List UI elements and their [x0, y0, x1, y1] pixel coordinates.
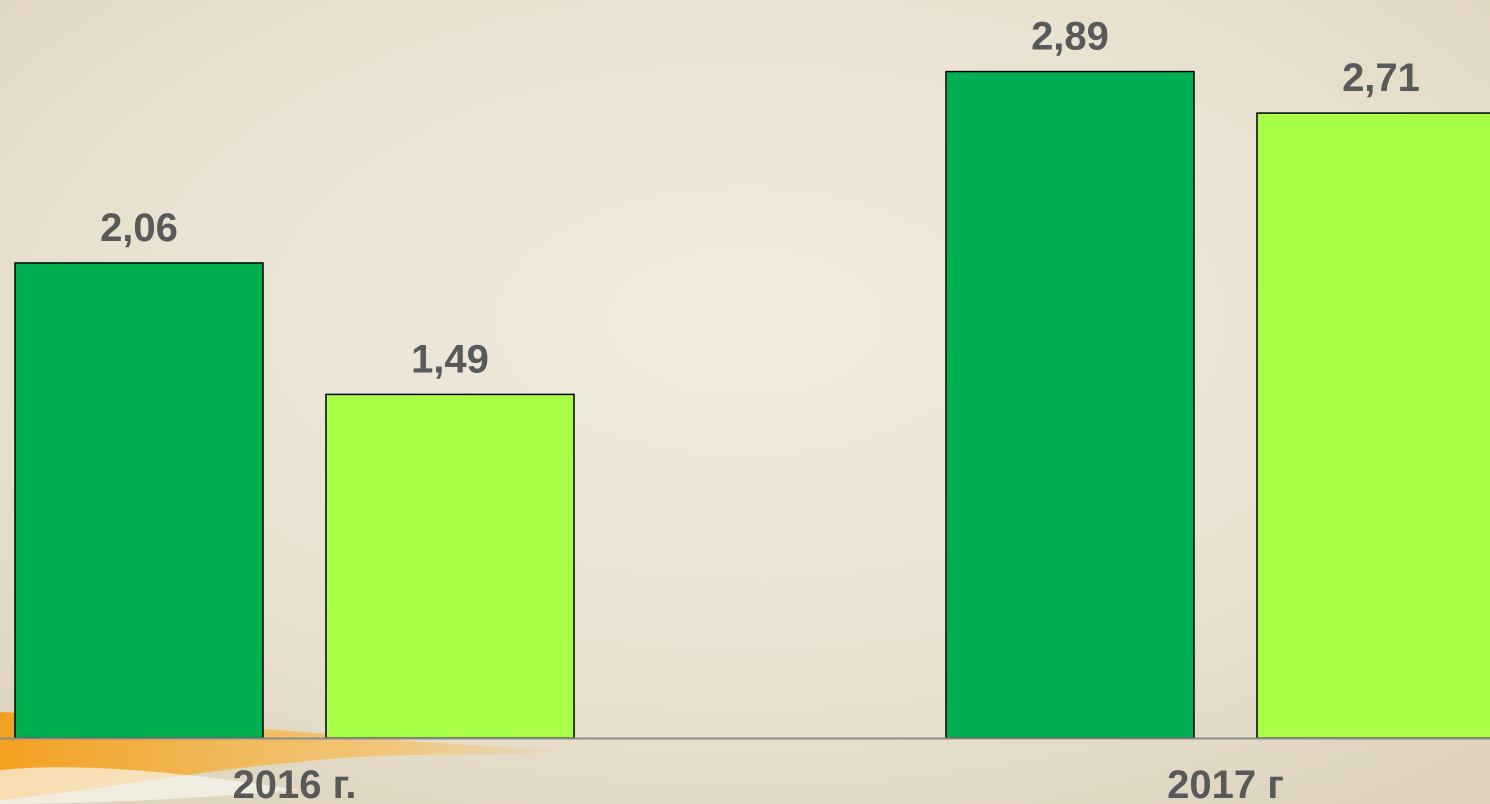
- x-tick-label: 2016 г.: [233, 763, 357, 804]
- bars: [14, 70, 1490, 739]
- x-tick-label: 2017 г: [1167, 763, 1284, 804]
- brush-highlight: [0, 767, 300, 804]
- value-label: 1,49: [411, 337, 489, 381]
- bar: [945, 70, 1195, 739]
- bar: [14, 262, 264, 739]
- value-label: 2,71: [1342, 56, 1420, 100]
- value-label: 2,89: [1031, 15, 1109, 59]
- bar: [325, 393, 575, 739]
- value-label: 2,06: [100, 206, 178, 250]
- bar: [1256, 112, 1490, 739]
